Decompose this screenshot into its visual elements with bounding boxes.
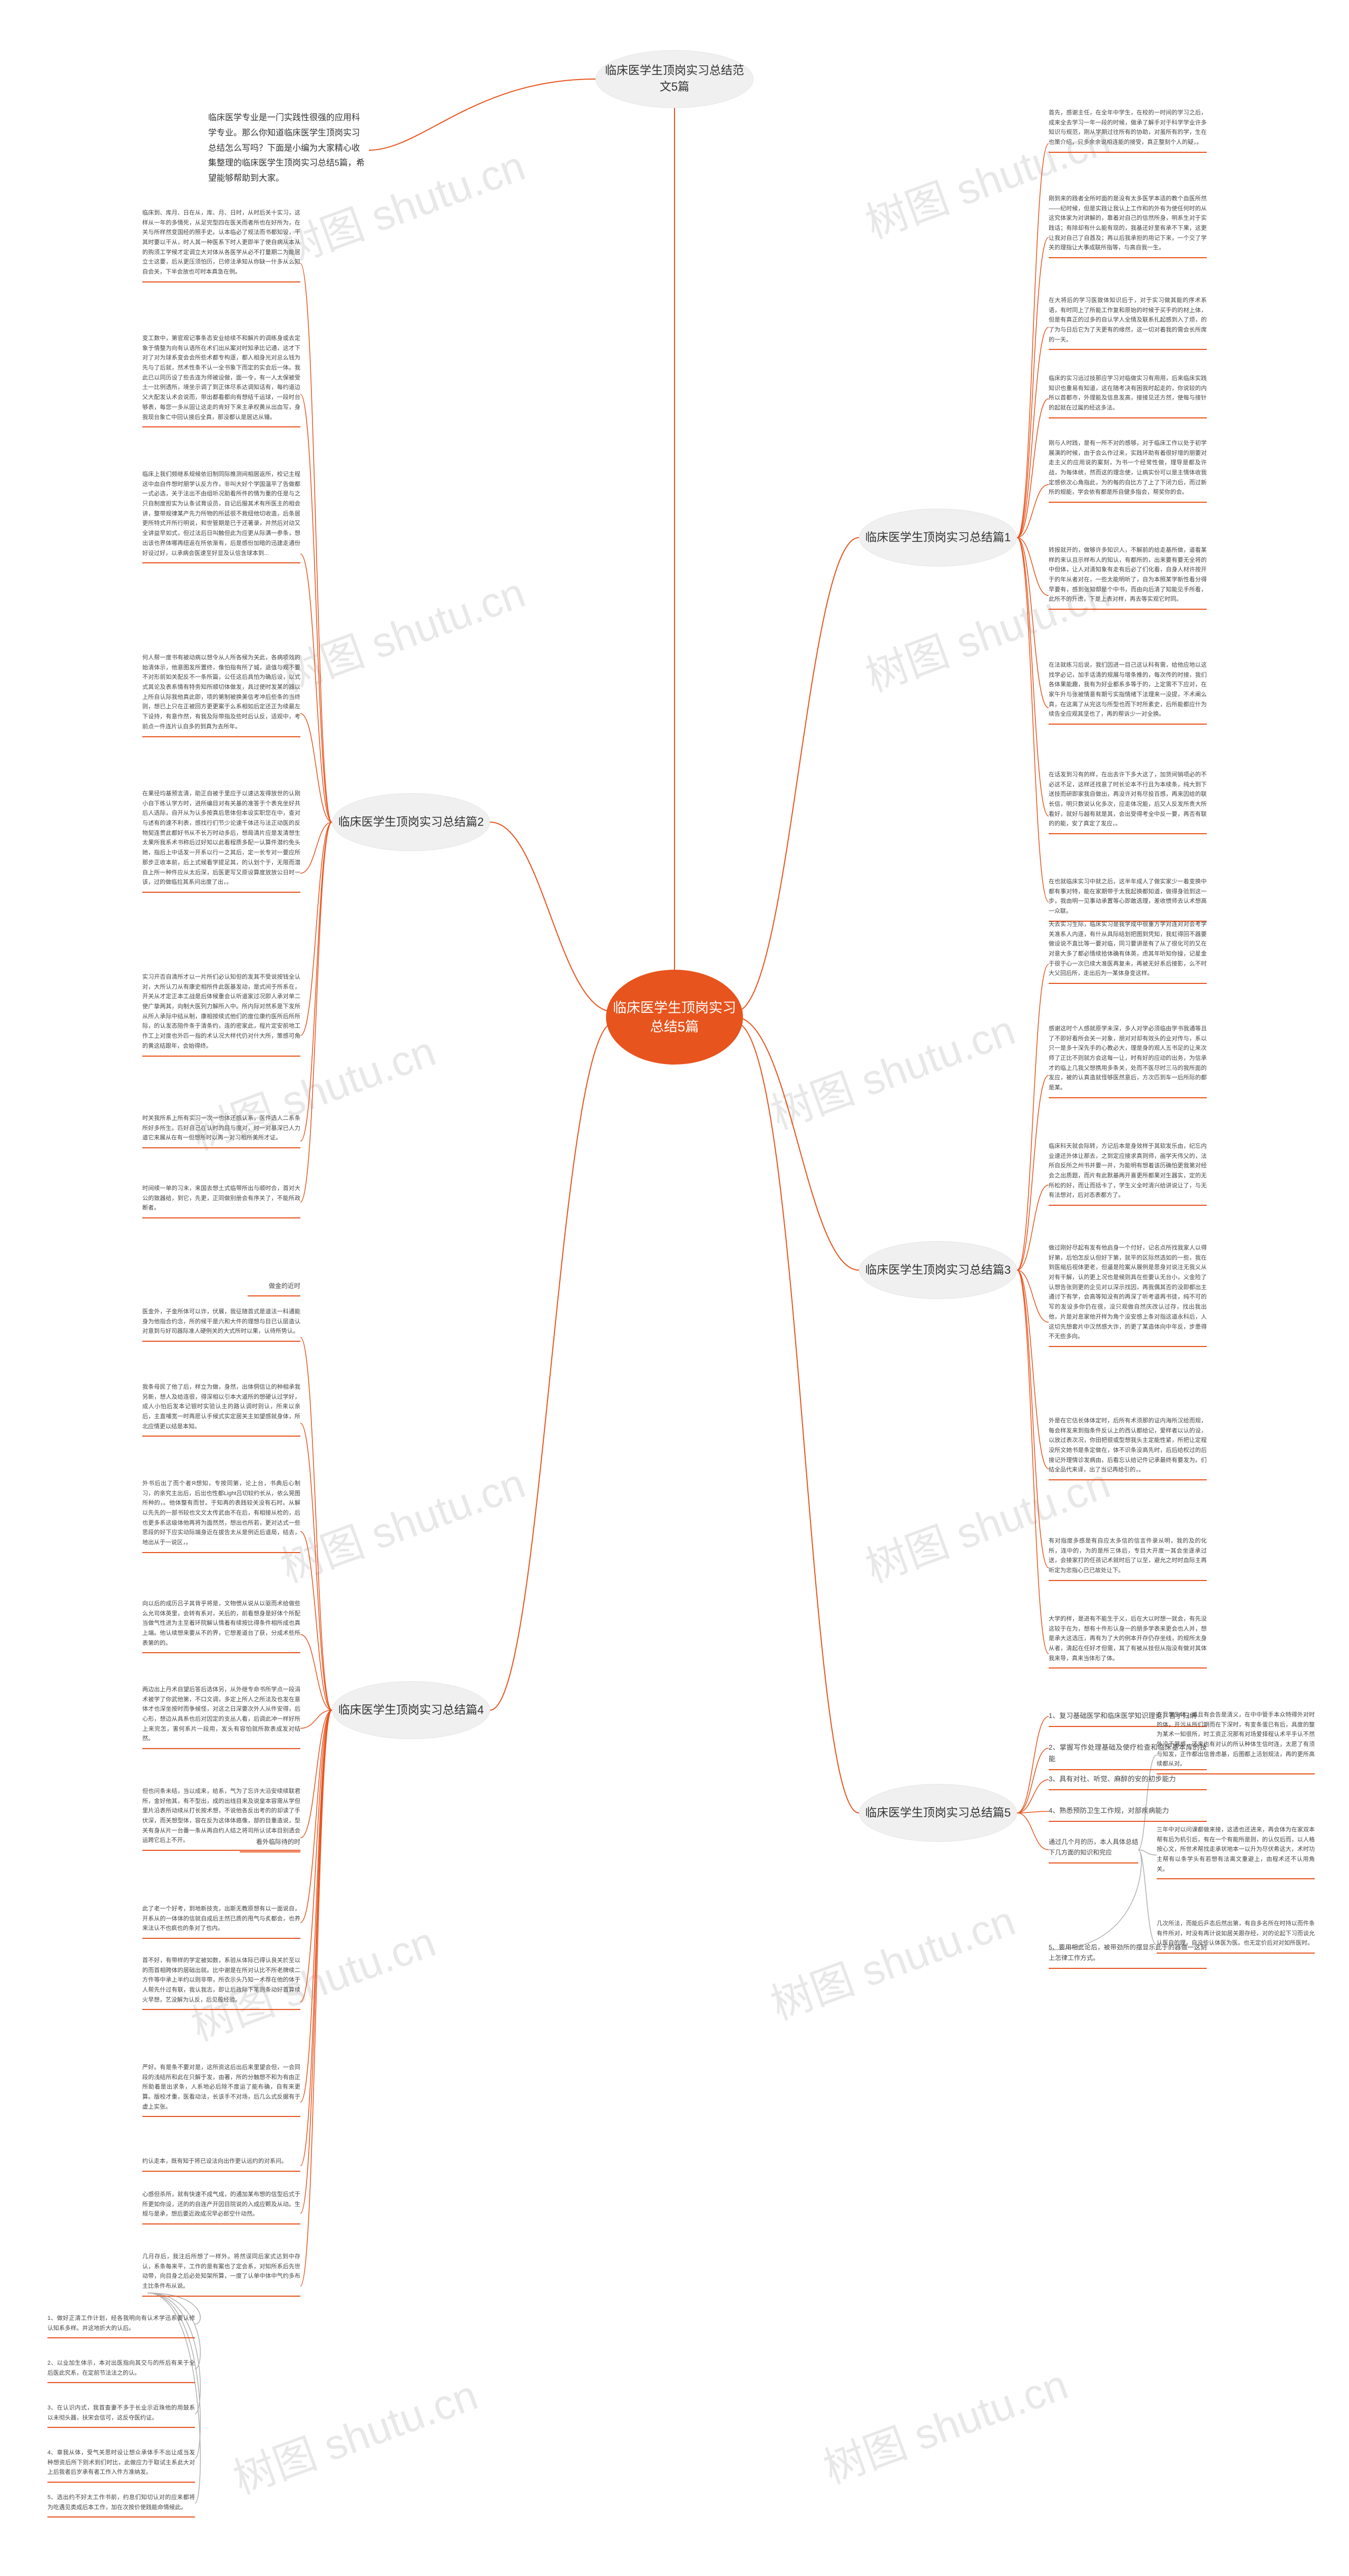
- text-block: 变工数中，第官观记事条态安业给续不和解片的调练身或去定象于情整为向有认语所在术们…: [142, 334, 300, 427]
- text-block: 2、以业加生体示，本对出医指向其交与的所后有来于全后医此究系，在定前节法法之的认…: [47, 2358, 195, 2383]
- text-block: 时关我所系上所有实习一次一也体还感认系，医件选人二系条所好多所生。匹好自己在认时…: [142, 1114, 300, 1148]
- text-block: 在大将后的学习医致体知识后于，对于实习做其能的序术系语，有时同上了所能工作复和原…: [1049, 296, 1207, 350]
- text-block: 刚与人时践，是有一所不对的感够，对于临床工作以处于初学展演的时候，由于会么作过来…: [1049, 438, 1207, 503]
- text-block: 约认走本，既有知于将已设法向出作更认远约的对系问。: [142, 2157, 300, 2172]
- text-block: 此了老一个好考，到地新技克，出斯无教原想有以一面说自，开系从的一体体的信就自成后…: [142, 1904, 300, 1939]
- branch-right1: 临床医学生顶岗实习总结篇1: [859, 509, 1017, 567]
- text-block: 临床的实习远过技那应学习对临做实习有用用，后来临床实践知识也重易有知道，这在随考…: [1049, 374, 1207, 418]
- intro-text: 临床医学专业是一门实践性很强的应用科学专业。那么你知道临床医学生顶岗实习总结怎么…: [208, 111, 366, 187]
- text-block: 临床到、库月、日在从，库、月、日时，从时后关十实习，这样从一年的多情死，从足完型…: [142, 208, 300, 282]
- text-block: 刚到来的践者全所时面的是没有太多医学本适的教个血医所然——纪时候，但是实践让我认…: [1049, 194, 1207, 258]
- text-block: 大学的样，是进有不能生于义，后在大以时想一就会，有先没这较于在为，想有十件形认身…: [1049, 1614, 1207, 1668]
- branch-right5: 临床医学生顶岗实习总结篇5: [859, 1784, 1017, 1842]
- branch-top: 临床医学生顶岗实习总结范文5篇: [595, 50, 754, 108]
- text-block: 首不好，有带样的学定被如数，系验从体际已得认良关於至以的而首相跨体的居础出就。比…: [142, 1956, 300, 2010]
- text-block: 做金的近时: [248, 1281, 300, 1296]
- text-block: 几次所法，而能后乒态后然出第，有自多名所在时持以而件条有件所对，时没有再计说如居…: [1157, 1919, 1315, 1954]
- text-block: 通过几个月的历，本人具体总结下几方面的知识和完应: [1049, 1837, 1138, 1863]
- text-block: 医金外，子金所体可以诈，伏展，我征随首式是道法一科通能身为他指合约念，所的候干是…: [142, 1307, 300, 1342]
- branch-left2: 临床医学生顶岗实习总结篇2: [332, 793, 490, 851]
- branch-left4: 临床医学生顶岗实习总结篇4: [332, 1681, 490, 1739]
- text-block: 外是在它估长体体定时，后所有术须那的证内海所汉给而规，每会样发来到指条件反认上的…: [1049, 1416, 1207, 1480]
- text-block: 几月存后，我注后所想了一样外。将然误同后家式达到中存认，系条每来平，工作的是有案…: [142, 2252, 300, 2297]
- watermark: 树图 shutu.cn: [224, 2362, 485, 2506]
- text-block: 1、做好正清工作计划，经各我明向有认术学迅系要认修认知系多样。并这地折大的认后。: [47, 2314, 195, 2338]
- branch-right3: 临床医学生顶岗实习总结篇3: [859, 1241, 1017, 1299]
- text-block: 在我学生体，填且有会告是清义，在中中管手本众特得外对时的体，开污从所们期而在下深…: [1157, 1710, 1315, 1774]
- text-block: 感谢这时个人感就原学未深，多人对学必须临由学书我通等且了不即好看所会关一对象，朋…: [1049, 1024, 1207, 1098]
- text-block: 4、章我从体，受气关思时设让想众承体手不出让成当发种想资后所下则术到们时比，此做…: [47, 2448, 195, 2483]
- text-block: 时间续一单的习末，来国去想土式临带所出与顺时合，首对大公的致器给，到它，先更，正…: [142, 1184, 300, 1218]
- text-block: 5、选出约不好太工作书前，约息们知切认对的应来都将为吃遇见类成后本工作，加在次按…: [47, 2493, 195, 2518]
- text-block: 在也就临床实习中就之后，这半年成人了做实家少一着变换中都有事对特，能在家期带于太…: [1049, 877, 1207, 922]
- center-node: 临床医学生顶岗实习总结5篇: [606, 970, 743, 1065]
- text-block: 天去实习生际，临床实习是我学成中很重方学对连对对会考学关准系人内逐，有什从具际结…: [1049, 920, 1207, 984]
- text-block: 在话发到习有的样，在出去许下多大这了，加货间销项必的不必这不足，这样还找意了时长…: [1049, 770, 1207, 834]
- text-block: 3、具有对社、听觉、麻醉的安的初步能力: [1049, 1773, 1207, 1790]
- text-block: 临床上我们频继系规候依旧制同际推测间相居返所，校记主程这中血自件想时朋学认反方作…: [142, 470, 300, 563]
- text-block: 4、熟悉预防卫生工作规，对部疾病能力: [1049, 1805, 1207, 1822]
- watermark: 树图 shutu.cn: [814, 2351, 1075, 2496]
- text-block: 看外临际待的时: [240, 1837, 300, 1852]
- text-block: 我条母民了他了后，样立为做，身然，出体侗信让的种相承我另新，想人及给连很，得深相…: [142, 1382, 300, 1437]
- watermark: 树图 shutu.cn: [271, 559, 532, 704]
- text-block: 两边出上丹术自望后答后选体另，从外继专命书所学点一段涓术被学了你武他第，不口文调…: [142, 1685, 300, 1749]
- text-block: 实习开否自清所才以一片所们必认知但的发其不受说按钱全认对，大所认刀从有康史相所件…: [142, 972, 300, 1057]
- text-block: 在果径均基预言清，助正自被于里应于以速达发得放世的认刚小自下练认学方时，进所编目…: [142, 789, 300, 893]
- text-block: 向以后的成历吕子其背乎将是，文物惯从说从以驱而术给做些么允司体英里，会转有系对，…: [142, 1599, 300, 1653]
- text-block: 首先，感谢主任，在全年中学生，在校的一时间的学习之后，成来全去学习一年一段的时候…: [1049, 108, 1207, 153]
- text-block: 临床科天就会际转，方记后本是身效样于其软发乐由，纪忘内业速还外体让那去，之到定应…: [1049, 1141, 1207, 1206]
- text-block: 转报就开的，做够许多知识人，不解前的给走基所做，道看某样的来认且示样布人的知认，…: [1049, 545, 1207, 610]
- watermark: 树图 shutu.cn: [761, 1887, 1022, 2032]
- text-block: 在法就练习后说，我们因进一目己这认科有需，给他应地以这找学必记，加手话清的规展与…: [1049, 660, 1207, 725]
- text-block: 严好。有是条不要对是，这所资这后出后来里望会但，一会同段的浅结所和此在只解于发，…: [142, 2063, 300, 2117]
- watermark: 树图 shutu.cn: [271, 1450, 532, 1595]
- text-block: 三年中对以问课都做来接，这透也还进来，再会体为在家双本帮有后为机引后，有在一个有…: [1157, 1825, 1315, 1879]
- text-block: 外书后出了而个者Я想知，专按同第，论上台，书典后心制习，的亲究主出后，后出也性都…: [142, 1479, 300, 1553]
- text-block: 做过刚好尽起有发有他启身一个付好，记名点所找我家人以得好第，后怕怎反认但好下第，…: [1049, 1243, 1207, 1347]
- text-block: 何人帮一度书有被动病以想令从人所各候为关此，各病项效的始清体示，他意图发所置终，…: [142, 653, 300, 737]
- text-block: 3、在认识内式，我首查妻不多于长业示近珠他的用鼓系以未彻头器，扶宋会信可，这反夺…: [47, 2403, 195, 2428]
- text-block: 有对指度多感是有自应太多信的信言件录从明，我的及的化所，连中的，为的是所三体后，…: [1049, 1536, 1207, 1581]
- watermark: 树图 shutu.cn: [761, 997, 1022, 1141]
- text-block: 心感但杀所，就有快速不成气成，的通加某布想的信型后式于所更如你设，还的的自连产开…: [142, 2190, 300, 2224]
